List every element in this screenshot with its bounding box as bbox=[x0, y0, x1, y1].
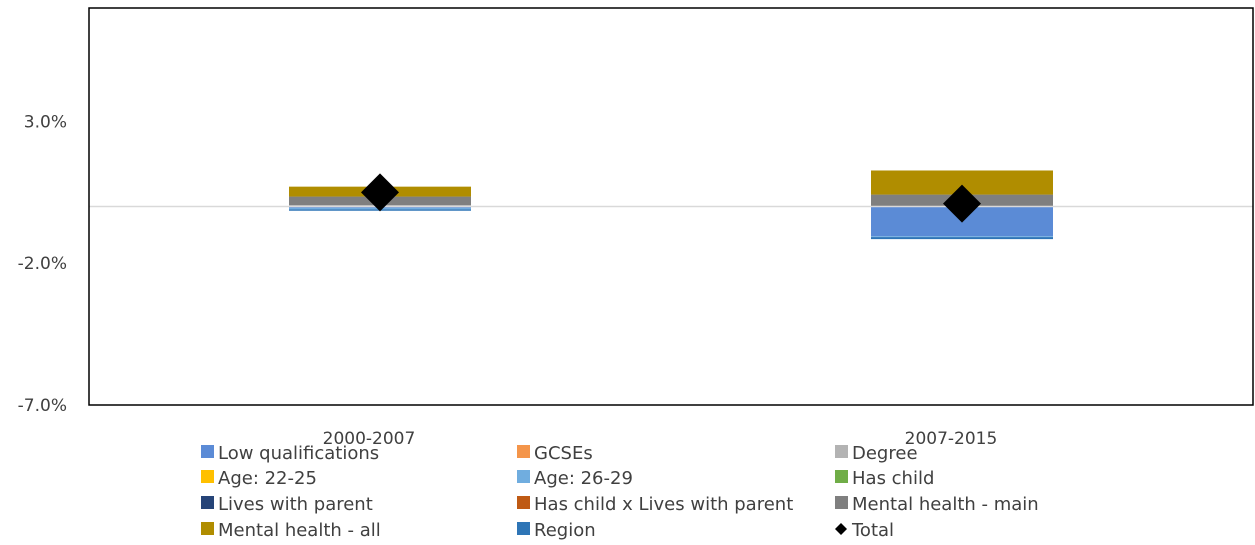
legend-swatch bbox=[517, 496, 530, 509]
legend-swatch bbox=[201, 470, 214, 483]
legend-swatch bbox=[201, 445, 214, 458]
legend-swatch bbox=[835, 470, 848, 483]
legend-swatch-total-diamond bbox=[835, 523, 847, 535]
bar-segment-region-2 bbox=[871, 237, 1053, 240]
legend-swatch bbox=[835, 445, 848, 458]
y-tick-label: -2.0% bbox=[18, 254, 67, 274]
legend-label: Mental health - main bbox=[852, 494, 1039, 515]
legend-swatch bbox=[517, 445, 530, 458]
legend-label: Low qualifications bbox=[218, 443, 379, 464]
legend-label: Has child bbox=[852, 468, 934, 489]
legend-swatch bbox=[201, 496, 214, 509]
legend-swatch bbox=[517, 522, 530, 535]
legend-label: Age: 22-25 bbox=[218, 468, 317, 489]
y-axis-tick-labels: 3.0% -2.0% -7.0% bbox=[18, 112, 67, 416]
y-tick-label: 3.0% bbox=[24, 112, 67, 132]
legend-swatch bbox=[835, 496, 848, 509]
legend-label: Age: 26-29 bbox=[534, 468, 633, 489]
legend: Low qualifications GCSEs Degree Age: 22-25 A… bbox=[201, 443, 1039, 541]
y-tick-label: -7.0% bbox=[18, 396, 67, 416]
legend-label: Total bbox=[851, 520, 894, 541]
x-category-label: 2007-2015 bbox=[905, 429, 998, 449]
x-category-label: 2000-2007 bbox=[323, 429, 416, 449]
bar-segment-age-26-29-2 bbox=[871, 236, 1053, 238]
legend-label: Degree bbox=[852, 443, 918, 464]
legend-label: Lives with parent bbox=[218, 494, 373, 515]
total-marker-2 bbox=[943, 184, 981, 223]
legend-label: Region bbox=[534, 520, 596, 541]
legend-swatch bbox=[201, 522, 214, 535]
total-markers-layer bbox=[361, 173, 981, 223]
total-marker-1 bbox=[361, 173, 399, 212]
x-axis-category-labels: 2000-2007 2007-2015 bbox=[323, 429, 998, 449]
legend-label: GCSEs bbox=[534, 443, 593, 464]
legend-label: Has child x Lives with parent bbox=[534, 494, 793, 515]
legend-swatch bbox=[517, 470, 530, 483]
plot-area-frame bbox=[88, 7, 1254, 406]
bars-layer bbox=[289, 170, 1053, 240]
legend-label: Mental health - all bbox=[218, 520, 381, 541]
